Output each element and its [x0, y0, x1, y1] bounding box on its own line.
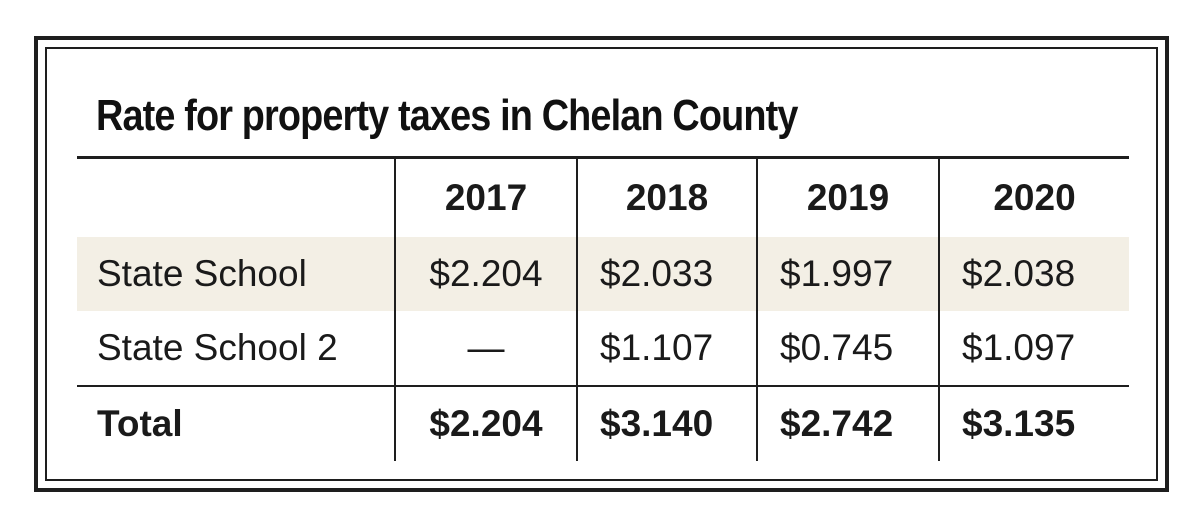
table-row-state-school-2: State School 2 — $1.107 $0.745 $1.097 [77, 311, 1129, 386]
table-cell: $2.033 [576, 237, 757, 311]
header-cell-2017: 2017 [394, 157, 577, 237]
row-label: State School [77, 237, 395, 311]
table-cell: $1.107 [576, 311, 757, 386]
table-cell: $2.204 [394, 237, 577, 311]
table-cell: $3.140 [576, 386, 757, 461]
table-cell: $0.745 [756, 311, 939, 386]
tax-rate-table: 2017 2018 2019 2020 State School $2.204 … [77, 156, 1129, 461]
table-title: Rate for property taxes in Chelan County [96, 91, 798, 140]
header-cell-blank [77, 158, 395, 238]
table-cell: $1.997 [756, 237, 939, 311]
table-cell: $3.135 [938, 386, 1129, 461]
table-row-state-school: State School $2.204 $2.033 $1.997 $2.038 [77, 237, 1129, 311]
row-label: State School 2 [97, 327, 338, 368]
table-cell: $2.204 [394, 386, 577, 461]
table-cell: $2.038 [938, 237, 1129, 311]
header-row: 2017 2018 2019 2020 [77, 157, 1129, 238]
header-cell-2019: 2019 [756, 157, 939, 237]
row-label: Total [97, 403, 183, 444]
header-cell-2020: 2020 [938, 157, 1129, 237]
table-cell: $1.097 [938, 311, 1129, 386]
table-cell: $2.742 [756, 386, 939, 461]
header-cell-2018: 2018 [576, 157, 757, 237]
table-cell: — [394, 311, 577, 386]
table-row-total: Total $2.204 $3.140 $2.742 $3.135 [77, 386, 1129, 461]
